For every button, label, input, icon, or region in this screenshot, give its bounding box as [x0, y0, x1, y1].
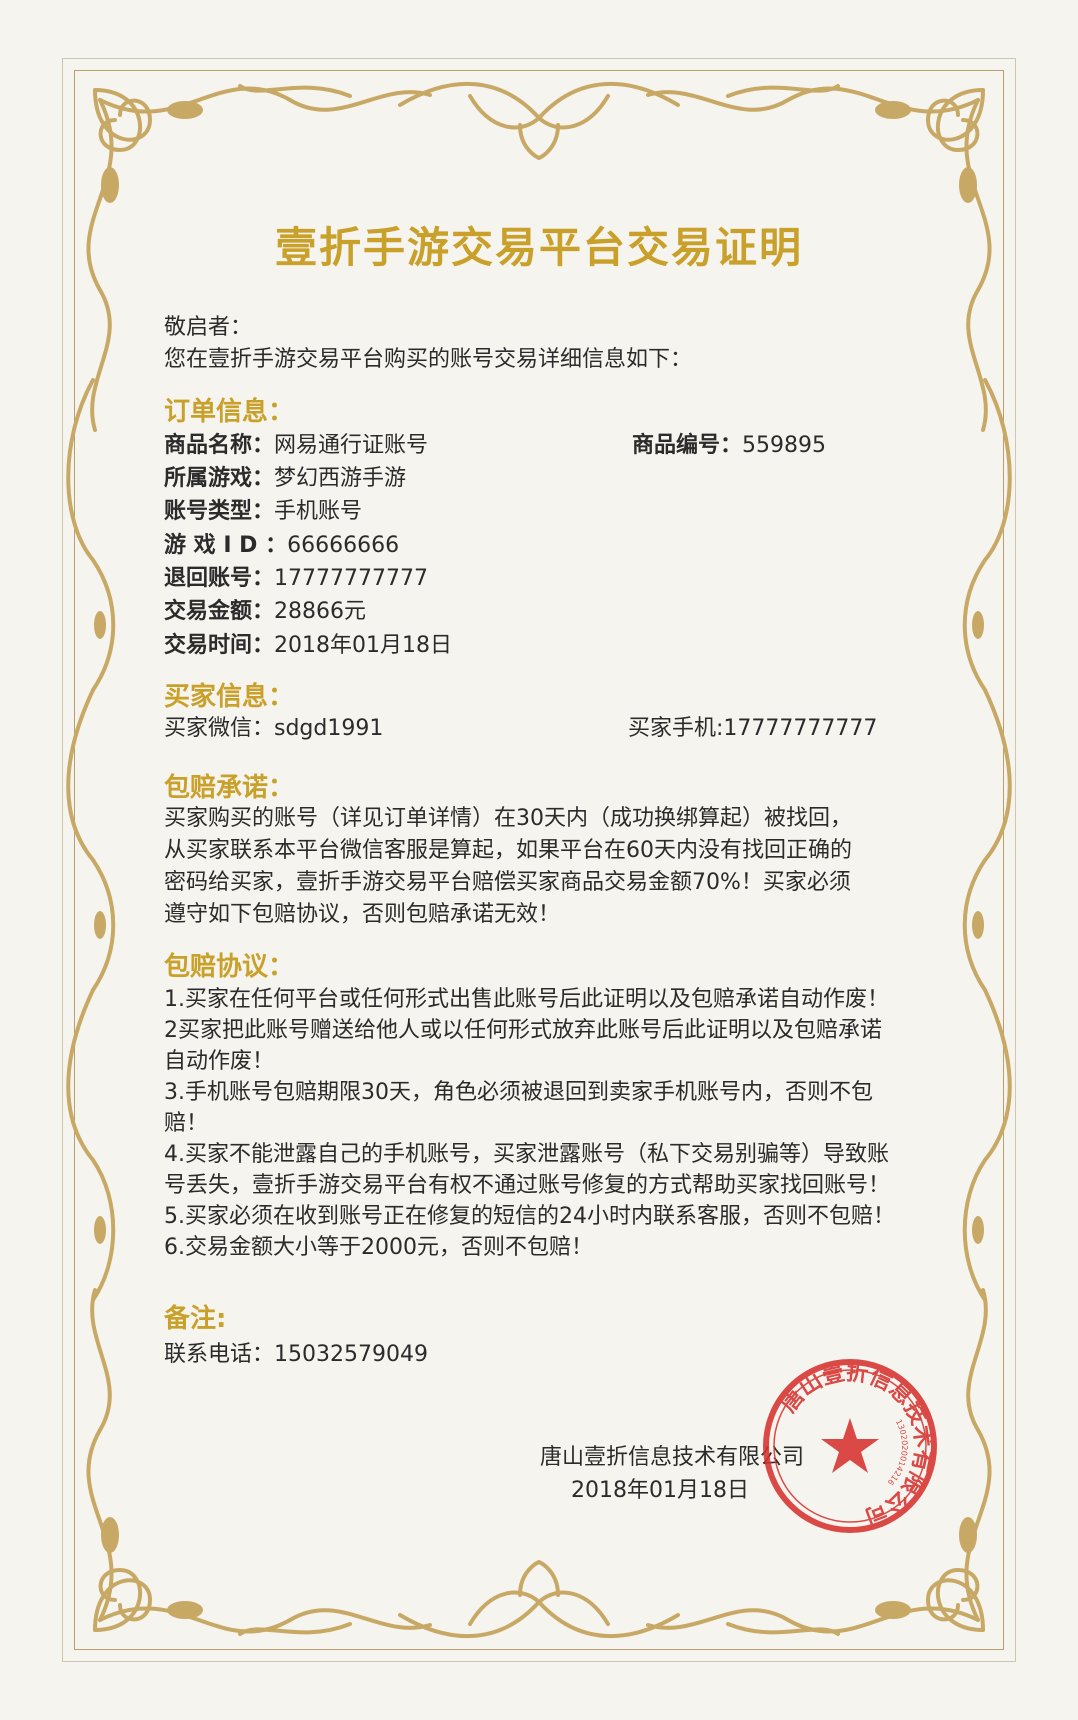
promise-line: 从买家联系本平台微信客服是算起，如果平台在60天内没有找回正确的 — [164, 838, 852, 863]
order-row: 商品名称：网易通行证账号 — [164, 433, 429, 458]
item-number: 商品编号：559895 — [632, 433, 826, 458]
issue-date: 2018年01月18日 — [571, 1478, 749, 1503]
promise-heading: 包赔承诺： — [164, 773, 295, 803]
buyer-wechat: 买家微信：sdgd1991 — [164, 716, 384, 741]
greeting: 敬启者： — [164, 315, 253, 340]
agreement-line: 5.买家必须在收到账号正在修复的短信的24小时内联系客服，否则不包赔！ — [164, 1204, 895, 1229]
agreement-heading: 包赔协议： — [164, 952, 295, 982]
buyer-phone: 买家手机:17777777777 — [628, 716, 878, 741]
promise-text: 买家购买的账号（详见订单详情）在30天内（成功换绑算起）被找回， 从买家联系本平… — [164, 803, 924, 931]
contact-phone: 联系电话：15032579049 — [164, 1342, 428, 1367]
agreement-line: 3.手机账号包赔期限30天，角色必须被退回到卖家手机账号内，否则不包 — [164, 1080, 873, 1105]
order-row: 交易时间：2018年01月18日 — [164, 633, 452, 658]
buyer-info-heading: 买家信息： — [164, 682, 295, 712]
company-name: 唐山壹折信息技术有限公司 — [540, 1445, 805, 1470]
agreement-line: 6.交易金额大小等于2000元，否则不包赔！ — [164, 1235, 593, 1260]
agreement-line: 号丢失，壹折手游交易平台有权不通过账号修复的方式帮助买家找回账号！ — [164, 1173, 891, 1198]
agreement-line: 1.买家在任何平台或任何形式出售此账号后此证明以及包赔承诺自动作废！ — [164, 987, 889, 1012]
order-row: 交易金额：28866元 — [164, 599, 367, 624]
intro-text: 您在壹折手游交易平台购买的账号交易详细信息如下： — [164, 347, 693, 372]
order-info-heading: 订单信息： — [164, 397, 295, 427]
notes-heading: 备注: — [164, 1304, 227, 1334]
agreement-line: 4.买家不能泄露自己的手机账号，买家泄露账号（私下交易别骗等）导致账 — [164, 1142, 889, 1167]
company-seal-stamp: 唐山壹折信息技术有限公司 1302020014216 — [763, 1359, 937, 1533]
order-row: 游 戏 I D ：66666666 — [164, 533, 400, 558]
agreement-line: 赔！ — [164, 1111, 209, 1136]
order-row: 所属游戏：梦幻西游手游 — [164, 466, 407, 491]
page-title: 壹折手游交易平台交易证明 — [274, 223, 803, 272]
agreement-line: 2买家把此账号赠送给他人或以任何形式放弃此账号后此证明以及包赔承诺 — [164, 1018, 882, 1043]
promise-line: 遵守如下包赔协议，否则包赔承诺无效！ — [164, 902, 561, 927]
order-row: 退回账号：17777777777 — [164, 566, 428, 591]
promise-line: 买家购买的账号（详见订单详情）在30天内（成功换绑算起）被找回， — [164, 806, 852, 831]
order-row: 账号类型：手机账号 — [164, 499, 363, 524]
agreement-text: 1.买家在任何平台或任何形式出售此账号后此证明以及包赔承诺自动作废！ 2买家把此… — [164, 984, 924, 1263]
outer-border — [62, 58, 1016, 1662]
agreement-line: 自动作废！ — [164, 1049, 275, 1074]
promise-line: 密码给买家，壹折手游交易平台赔偿买家商品交易金额70%！买家必须 — [164, 870, 851, 895]
